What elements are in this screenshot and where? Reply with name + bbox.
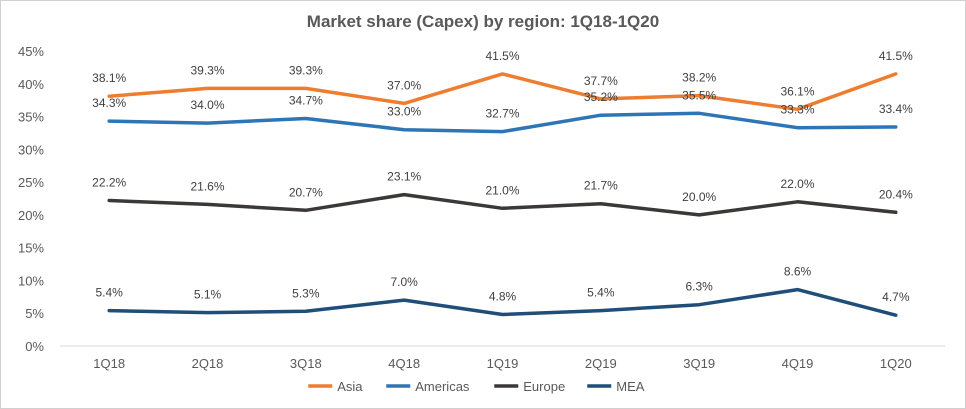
data-label-asia: 38.2% (682, 71, 716, 85)
data-label-americas: 34.3% (92, 96, 126, 110)
data-label-mea: 5.4% (95, 286, 123, 300)
data-label-mea: 4.8% (489, 290, 517, 304)
x-tick-label: 1Q20 (880, 356, 912, 371)
x-tick-label: 4Q18 (388, 356, 420, 371)
data-label-mea: 7.0% (390, 275, 418, 289)
x-tick-label: 3Q19 (683, 356, 715, 371)
series-line-europe (107, 192, 898, 217)
y-tick-label: 45% (18, 44, 44, 59)
data-label-europe: 20.0% (682, 190, 716, 204)
y-tick-label: 30% (18, 142, 44, 157)
legend-label-mea: MEA (616, 379, 645, 394)
x-tick-label: 2Q19 (585, 356, 617, 371)
y-tick-label: 20% (18, 208, 44, 223)
data-label-europe: 21.6% (190, 179, 224, 193)
y-tick-label: 35% (18, 110, 44, 125)
data-label-mea: 5.4% (587, 286, 615, 300)
y-tick-label: 15% (18, 241, 44, 256)
legend-label-americas: Americas (415, 379, 470, 394)
data-label-americas: 35.2% (584, 90, 618, 104)
x-tick-label: 2Q18 (192, 356, 224, 371)
data-label-mea: 5.1% (194, 288, 222, 302)
data-label-asia: 37.0% (387, 78, 421, 92)
series-line-asia (107, 72, 898, 112)
chart-title: Market share (Capex) by region: 1Q18-1Q2… (307, 12, 659, 31)
data-label-mea: 4.7% (882, 290, 910, 304)
y-tick-label: 0% (25, 339, 44, 354)
y-tick-label: 40% (18, 77, 44, 92)
data-label-americas: 33.4% (879, 102, 913, 116)
x-tick-label: 4Q19 (782, 356, 814, 371)
y-tick-label: 10% (18, 273, 44, 288)
y-tick-label: 25% (18, 175, 44, 190)
data-label-asia: 37.7% (584, 74, 618, 88)
legend-label-asia: Asia (337, 379, 363, 394)
x-axis: 1Q18 2Q18 3Q18 4Q18 1Q19 2Q19 3Q19 4Q19 1Q20 (93, 356, 911, 371)
data-label-europe: 20.4% (879, 187, 913, 201)
data-label-asia: 41.5% (879, 49, 913, 63)
x-tick-label: 1Q19 (487, 356, 519, 371)
data-label-asia: 38.1% (92, 71, 126, 85)
data-labels: 38.1% 39.3% 39.3% 37.0% 41.5% 37.7% 38.2% 36.1%… (92, 49, 913, 304)
data-label-europe: 22.0% (780, 177, 814, 191)
data-label-americas: 35.5% (682, 88, 716, 102)
data-label-europe: 22.2% (92, 175, 126, 189)
data-label-asia: 39.3% (190, 63, 224, 77)
data-label-mea: 6.3% (685, 280, 713, 294)
data-label-asia: 39.3% (289, 63, 323, 77)
data-label-europe: 21.7% (584, 179, 618, 193)
data-label-americas: 32.7% (485, 107, 519, 121)
data-label-asia: 36.1% (780, 84, 814, 98)
x-tick-label: 3Q18 (290, 356, 322, 371)
data-label-mea: 5.3% (292, 286, 320, 300)
legend: Asia Americas Europe MEA (308, 379, 645, 394)
series-line-americas (107, 111, 898, 134)
data-label-americas: 34.7% (289, 94, 323, 108)
data-label-mea: 8.6% (784, 265, 812, 279)
x-tick-label: 1Q18 (93, 356, 125, 371)
data-label-americas: 34.0% (190, 98, 224, 112)
data-label-asia: 41.5% (485, 49, 519, 63)
data-label-europe: 23.1% (387, 170, 421, 184)
series-line-mea (107, 287, 898, 317)
data-label-europe: 21.0% (485, 183, 519, 197)
y-axis: 0% 5% 10% 15% 20% 25% 30% 35% 40% 45% (18, 44, 44, 354)
data-label-americas: 33.3% (780, 103, 814, 117)
data-label-europe: 20.7% (289, 185, 323, 199)
series-lines (107, 72, 898, 317)
data-label-americas: 33.0% (387, 105, 421, 119)
legend-label-europe: Europe (523, 379, 565, 394)
y-tick-label: 5% (25, 306, 44, 321)
